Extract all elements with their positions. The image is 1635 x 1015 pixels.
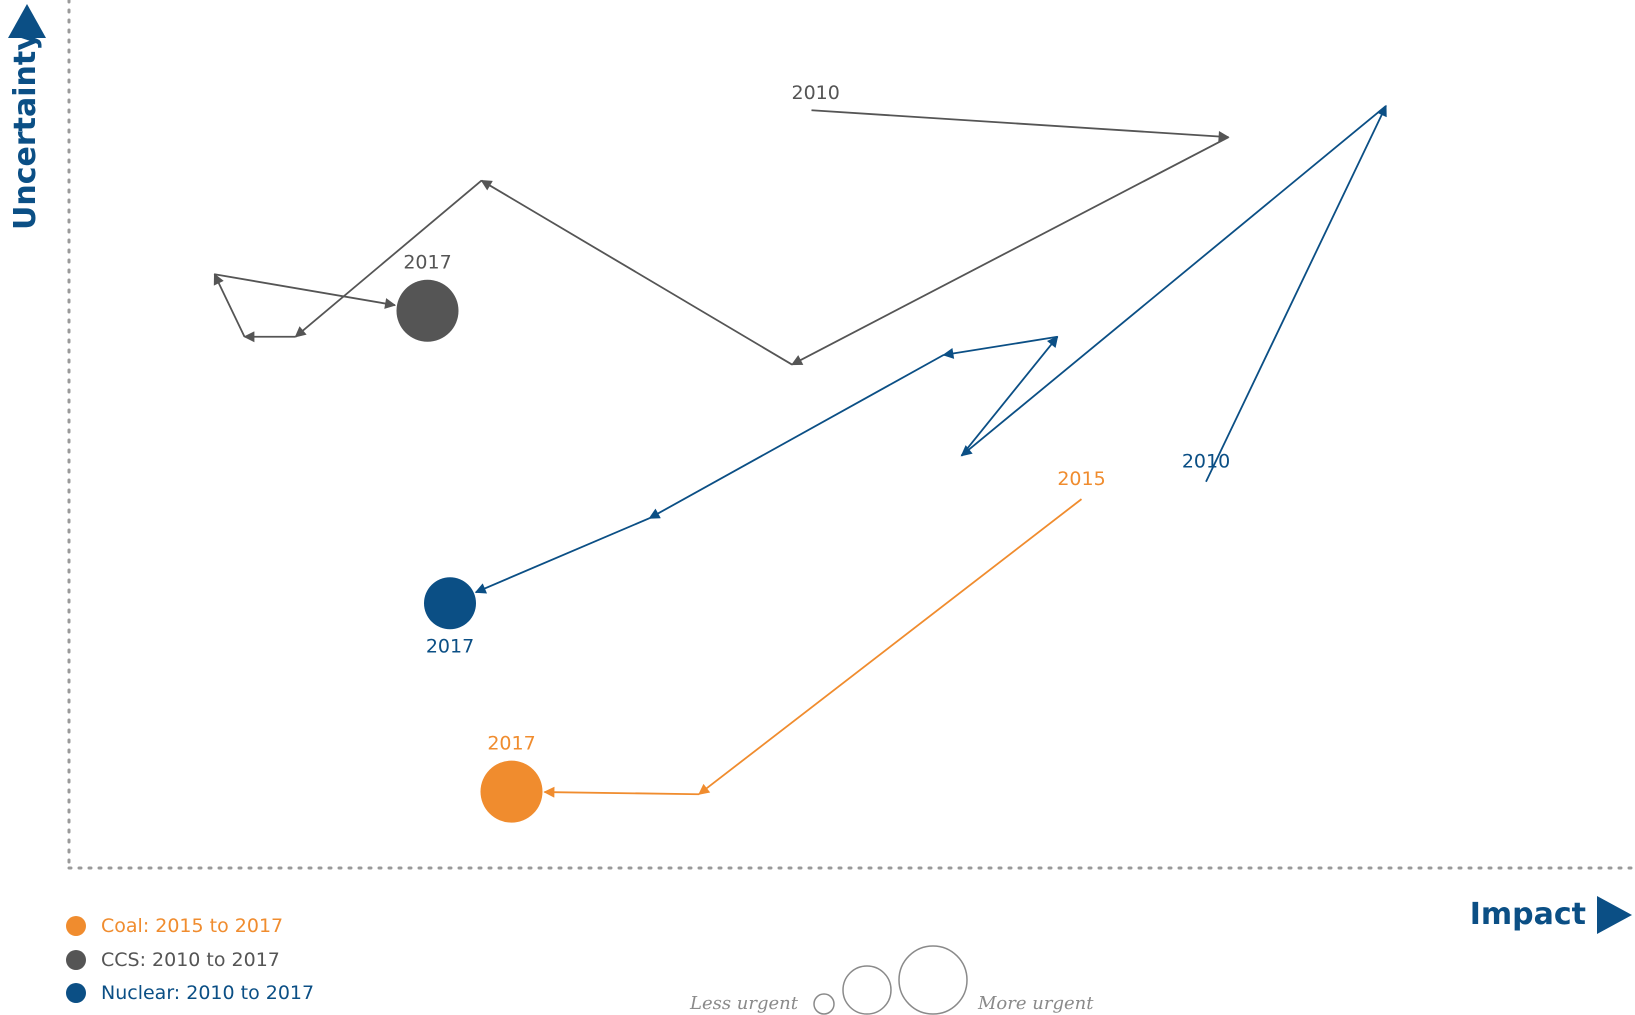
nuclear-end-point — [424, 577, 476, 630]
coal-end-point — [480, 760, 543, 823]
ccs-end-point — [396, 279, 459, 342]
series-ccs: 2010 2017 — [213, 82, 1230, 366]
legend-label-nuclear: Nuclear: 2010 to 2017 — [101, 982, 314, 1004]
size-legend-medium-circle — [842, 965, 892, 1015]
series-nuclear: 2010 2017 — [424, 104, 1387, 657]
size-legend: Less urgent More urgent — [689, 945, 1094, 1015]
x-axis-title: Impact — [1470, 897, 1586, 932]
coal-start-label: 2015 — [1057, 468, 1105, 490]
coal-end-label: 2017 — [487, 733, 535, 755]
coal-segment — [543, 786, 700, 798]
nuclear-segment — [474, 517, 650, 594]
coal-segment — [698, 498, 1083, 795]
series-layer: 2015 2017 2010 2017 2010 2017 — [213, 82, 1387, 823]
ccs-segment — [214, 273, 397, 309]
ccs-segment — [791, 136, 1229, 366]
nuclear-end-label: 2017 — [426, 635, 474, 657]
nuclear-segment — [960, 335, 1059, 457]
nuclear-segment — [1205, 104, 1387, 483]
x-axis-arrow-icon — [1597, 896, 1632, 934]
legend-marker-coal — [66, 916, 86, 936]
ccs-end-label: 2017 — [403, 252, 451, 274]
legend-marker-ccs — [66, 950, 86, 970]
size-legend-high-label: More urgent — [977, 993, 1094, 1014]
y-axis-arrow-icon — [8, 4, 46, 38]
nuclear-segment — [942, 335, 1058, 359]
legend-marker-nuclear — [66, 983, 86, 1003]
size-legend-small-circle — [813, 993, 835, 1015]
ccs-start-label: 2010 — [792, 82, 840, 104]
legend-label-ccs: CCS: 2010 to 2017 — [101, 949, 280, 971]
series-coal: 2015 2017 — [480, 468, 1106, 823]
legend-label-coal: Coal: 2015 to 2017 — [101, 915, 283, 937]
ccs-segment — [213, 273, 246, 338]
nuclear-segment — [648, 354, 944, 519]
size-legend-large-circle — [898, 945, 968, 1015]
ccs-segment — [811, 109, 1230, 142]
legend: Coal: 2015 to 2017 CCS: 2010 to 2017 Nuc… — [66, 915, 314, 1004]
nuclear-start-label: 2010 — [1182, 451, 1230, 473]
ccs-segment — [480, 179, 793, 366]
y-axis-title: Uncertainty — [8, 31, 43, 230]
size-legend-low-label: Less urgent — [689, 993, 799, 1014]
nuclear-segment — [960, 105, 1387, 457]
ccs-segment — [294, 179, 483, 338]
